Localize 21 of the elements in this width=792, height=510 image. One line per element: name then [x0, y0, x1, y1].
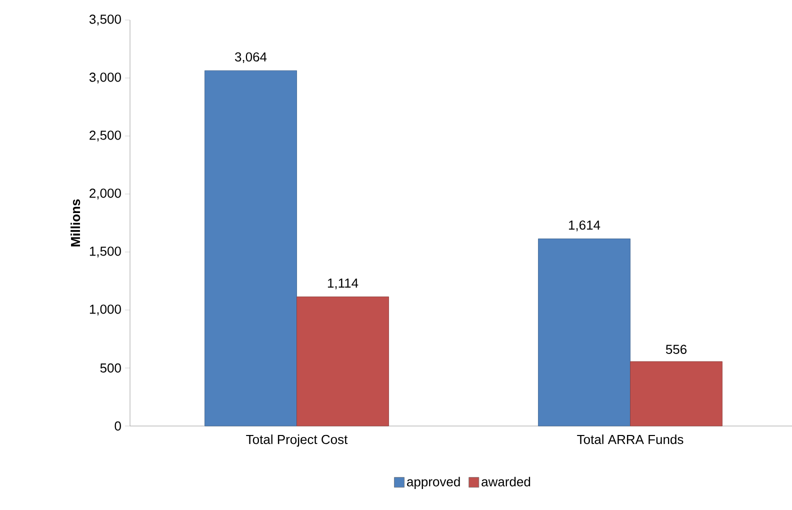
- y-tick-label: 500: [100, 363, 121, 373]
- data-label: 1,114: [328, 278, 358, 290]
- y-tick-label: 2,500: [90, 130, 121, 142]
- bar: [296, 296, 389, 426]
- y-tick-label: 0: [114, 421, 121, 431]
- y-tick-label: 3,500: [89, 14, 121, 26]
- bar: [630, 361, 722, 426]
- legend-label: approved: [407, 476, 460, 489]
- y-tick-label: 2,000: [90, 188, 121, 200]
- y-tick-label: 3,000: [89, 72, 121, 84]
- data-label: 556: [666, 344, 687, 354]
- data-label: 1,614: [568, 220, 600, 232]
- x-tick-label: Total Project Cost: [246, 434, 348, 447]
- bar: [538, 238, 630, 426]
- legend-label: awarded: [482, 476, 530, 486]
- bar: [204, 70, 297, 426]
- y-tick-label: 1,500: [90, 246, 121, 258]
- y-axis-title: Millions: [70, 199, 80, 246]
- x-tick-label: Total ARRA Funds: [577, 434, 684, 444]
- y-tick-label: 1,000: [90, 304, 121, 316]
- data-label: 3,064: [234, 52, 267, 64]
